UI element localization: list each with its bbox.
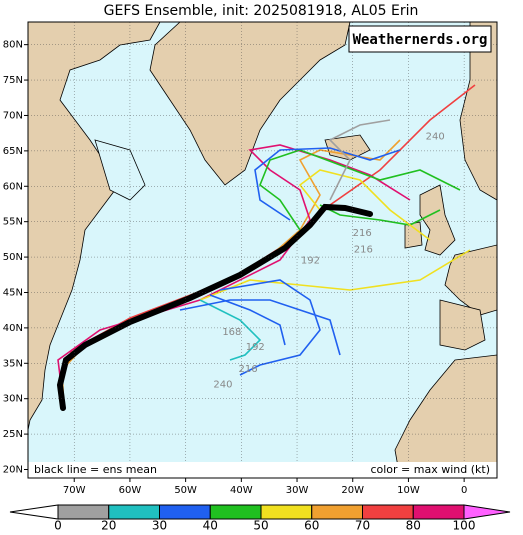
y-tick-label: 40N: [3, 323, 23, 334]
y-tick-label: 75N: [3, 75, 23, 86]
colorbar-segment: [362, 504, 414, 520]
y-tick-label: 30N: [3, 394, 23, 405]
y-tick-label: 50N: [3, 252, 23, 263]
x-tick-label: 10W: [397, 485, 420, 496]
north-america: [28, 22, 161, 431]
hudson-bay: [94, 139, 146, 201]
colorbar-segment: [57, 504, 110, 520]
x-tick-label: 20W: [341, 485, 364, 496]
hour-label: 168: [222, 327, 241, 338]
hour-labels: 240 216 216 192 168 192 216 240: [213, 132, 444, 391]
x-tick-label: 50W: [174, 485, 197, 496]
y-tick-label: 65N: [3, 146, 23, 157]
colorbar-segment: [412, 504, 465, 520]
colorbar-segment: [108, 504, 160, 520]
y-tick-label: 45N: [3, 287, 23, 298]
track: [199, 299, 262, 361]
x-tick-label: 0: [461, 485, 467, 496]
colorbar-segment: [311, 504, 363, 520]
hour-label: 192: [246, 342, 265, 353]
title: GEFS Ensemble, init: 2025081918, AL05 Er…: [104, 3, 419, 19]
colorbar-over: [463, 504, 511, 520]
colorbar-tick-label: 0: [54, 519, 62, 532]
land: [28, 22, 497, 478]
colorbar-tick-label: 50: [253, 519, 268, 532]
colorbar-tick-label: 80: [406, 519, 421, 532]
hour-label: 240: [426, 132, 445, 143]
colorbar-tick-label: 40: [203, 519, 218, 532]
iberia: [439, 299, 486, 351]
y-tick-label: 25N: [3, 429, 23, 440]
hour-label: 216: [354, 244, 373, 255]
iceland: [324, 134, 371, 161]
hour-label: 192: [301, 256, 320, 267]
color-note: color = max wind (kt): [370, 463, 490, 476]
watermark-box: [348, 25, 492, 53]
colorbar-tick-label: 30: [152, 519, 167, 532]
note-band: [28, 462, 497, 478]
ensemble-mean: [56, 203, 373, 411]
y-tick-label: 60N: [3, 181, 23, 192]
colorbar-segment: [260, 504, 313, 520]
colorbar-tick-label: 70: [355, 519, 370, 532]
watermark: Weathernerds.org: [353, 32, 488, 48]
colorbar-tick-label: 60: [304, 519, 319, 532]
scandinavia: [459, 22, 497, 201]
ireland: [404, 221, 423, 249]
map-area: 240 216 216 192 168 192 216 240 Weathernerds.or…: [28, 22, 497, 478]
y-tick-label: 35N: [3, 358, 23, 369]
x-tick-label: 40W: [230, 485, 253, 496]
x-tick-label: 70W: [63, 485, 86, 496]
colorbar: 0 20 30 40 50 60 70 80 100: [9, 504, 511, 533]
y-tick-label: 80N: [3, 40, 23, 51]
track: [199, 249, 471, 301]
track: [57, 144, 411, 409]
track: [298, 169, 431, 241]
colorbar-under: [9, 504, 59, 520]
x-tick-label: 60W: [119, 485, 142, 496]
y-tick-label: 70N: [3, 110, 23, 121]
hour-label: 216: [353, 228, 372, 239]
track: [319, 204, 441, 226]
x-tick-label: 30W: [286, 485, 309, 496]
greenland: [149, 22, 351, 186]
track: [219, 279, 321, 376]
track: [179, 299, 341, 356]
great-britain: [419, 184, 456, 256]
axes: 70W 60W 50W 40W 30W 20W 10W 0 20N 25N 30N 35N 40N 45N…: [3, 40, 468, 496]
colorbar-tick-label: 100: [453, 519, 476, 532]
map-frame: [27, 21, 498, 479]
hour-label: 216: [238, 364, 257, 375]
y-tick-label: 55N: [3, 217, 23, 228]
track: [209, 294, 286, 346]
colorbar-segment: [159, 504, 211, 520]
hour-label: 240: [213, 380, 232, 391]
track: [328, 119, 391, 201]
colorbar-segment: [209, 504, 262, 520]
mean-note: black line = ens mean: [34, 463, 157, 476]
colorbar-tick-label: 20: [101, 519, 116, 532]
y-tick-label: 20N: [3, 465, 23, 476]
track: [254, 147, 401, 221]
